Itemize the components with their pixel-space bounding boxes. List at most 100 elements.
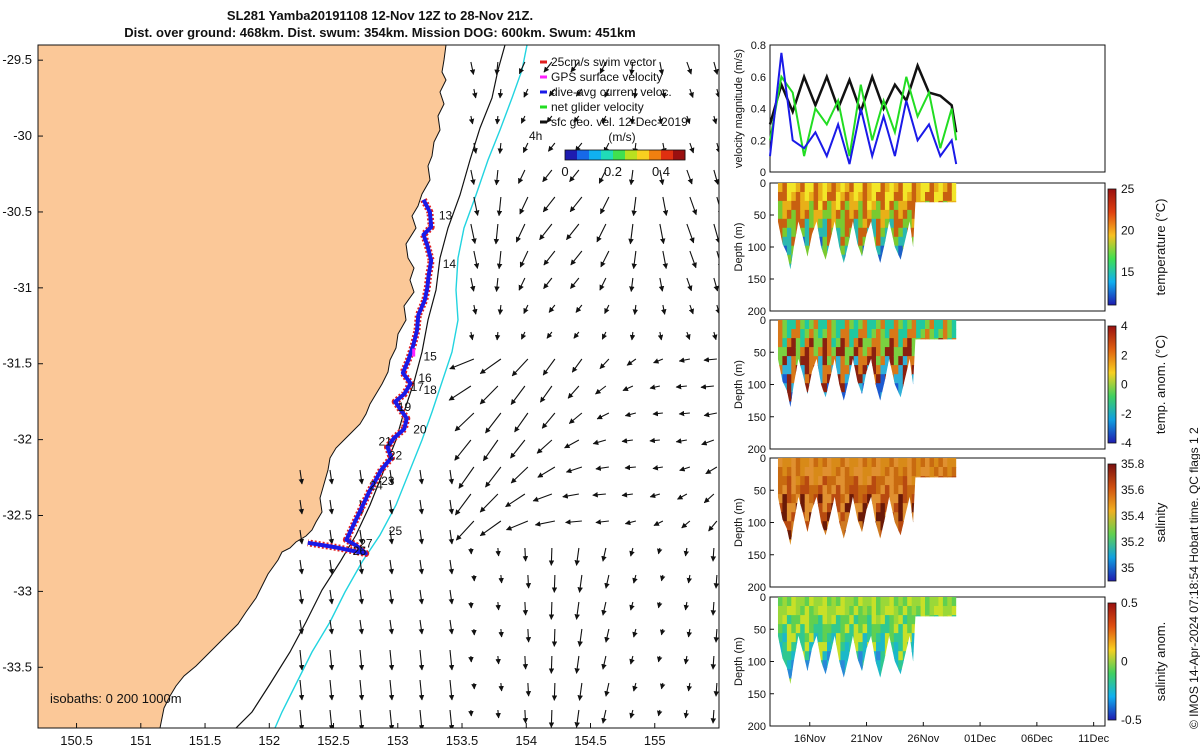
velocity-arrow (565, 466, 583, 474)
velocity-arrow (716, 250, 719, 269)
velocity-arrow (494, 277, 500, 292)
velocity-arrow (546, 115, 553, 123)
day-label: 25 (389, 524, 403, 538)
velocity-arrow (418, 679, 425, 701)
velocity-arrow (541, 412, 556, 429)
velocity-arrow (551, 628, 558, 647)
velocity-arrow (713, 277, 719, 292)
velocity-arrow (574, 709, 580, 728)
velocity-arrow (659, 682, 666, 690)
velocity-arrow (624, 519, 637, 526)
velocity-arrow (454, 493, 472, 516)
velocity-arrow (596, 223, 607, 243)
velocity-arrow (548, 655, 555, 674)
velocity-arrow (683, 601, 690, 611)
velocity-arrow (388, 589, 395, 605)
velocity-arrow (710, 655, 717, 670)
velocity-arrow (358, 709, 365, 728)
velocity-arrow (498, 574, 504, 584)
x-tick-label: 153.5 (446, 733, 479, 748)
velocity-arrow (448, 559, 455, 575)
colorbar-label: (m/s) (608, 130, 635, 144)
colorbar-segment (613, 150, 626, 160)
velocity-arrow (604, 628, 610, 643)
day-label: 17 (411, 380, 425, 394)
velocity-arrow (448, 589, 455, 605)
velocity-arrow (498, 628, 504, 638)
velocity-arrow (716, 196, 719, 216)
colorbar-segment (625, 150, 638, 160)
velocity-arrow (566, 223, 580, 241)
velocity-arrow (629, 601, 635, 611)
velocity-arrow (482, 439, 499, 462)
velocity-arrow (715, 142, 719, 154)
velocity-arrow (662, 250, 668, 270)
velocity-arrow (601, 115, 607, 124)
velocity-arrow (574, 655, 580, 674)
velocity-arrow (473, 250, 480, 269)
velocity-arrow (298, 499, 305, 515)
velocity-arrow (518, 61, 526, 75)
velocity-arrow (653, 520, 664, 526)
velocity-arrow (703, 411, 717, 418)
velocity-arrow (448, 499, 455, 515)
velocity-arrow (521, 331, 527, 340)
velocity-arrow (522, 655, 529, 670)
velocity-arrow (675, 438, 687, 444)
velocity-arrow (522, 601, 529, 616)
velocity-arrow (686, 61, 693, 75)
velocity-arrow (358, 559, 365, 575)
x-tick-label: 152.5 (317, 733, 350, 748)
velocity-arrow (548, 709, 555, 728)
velocity-arrow (678, 357, 690, 363)
velocity-arrow (472, 304, 478, 315)
velocity-arrow (468, 331, 475, 341)
velocity-arrow (418, 649, 425, 671)
x-tick-label: 154 (515, 733, 537, 748)
velocity-arrow (519, 196, 529, 215)
velocity-arrow (495, 547, 501, 557)
velocity-arrow (632, 304, 639, 315)
velocity-arrow (689, 196, 698, 216)
velocity-arrow (604, 682, 610, 697)
velocity-arrow (520, 115, 527, 124)
map-frame (37, 44, 720, 729)
velocity-arrow (629, 655, 635, 665)
velocity-arrow (624, 464, 636, 471)
velocity-arrow (710, 601, 717, 616)
colorbar-segment (565, 150, 578, 160)
velocity-arrow (298, 619, 305, 635)
velocity-arrow (519, 250, 529, 268)
velocity-arrow (497, 142, 504, 154)
y-tick-label: -29.5 (2, 52, 32, 67)
velocity-arrow (505, 520, 529, 531)
day-label: 13 (439, 209, 453, 223)
chart-subtitle: Dist. over ground: 468km. Dist. swum: 35… (124, 25, 636, 40)
y-tick-label: -31 (13, 280, 32, 295)
velocity-arrow (418, 559, 425, 575)
velocity-arrow (328, 589, 335, 605)
velocity-arrow (328, 619, 335, 635)
velocity-arrow (562, 493, 579, 499)
velocity-arrow (388, 649, 395, 671)
velocity-arrow (658, 277, 665, 292)
velocity-arrow (358, 679, 365, 701)
isobath-200m (274, 45, 528, 728)
velocity-arrow (675, 383, 687, 390)
velocity-arrow (525, 628, 532, 643)
velocity-arrow (505, 493, 526, 508)
colorbar-segment (577, 150, 590, 160)
velocity-arrow (494, 61, 500, 76)
velocity-arrow (470, 169, 476, 186)
colorbar-frame (564, 149, 686, 161)
velocity-arrow (418, 499, 425, 515)
velocity-arrow (523, 304, 529, 314)
velocity-arrow (542, 358, 556, 376)
colorbar-tick-label: 0.4 (652, 164, 670, 179)
velocity-arrow (686, 628, 693, 638)
velocity-arrow (551, 574, 558, 593)
velocity-arrow (388, 709, 395, 728)
y-tick-label: -32.5 (2, 508, 32, 523)
velocity-arrow (418, 469, 425, 485)
day-label: 24 (370, 479, 384, 493)
